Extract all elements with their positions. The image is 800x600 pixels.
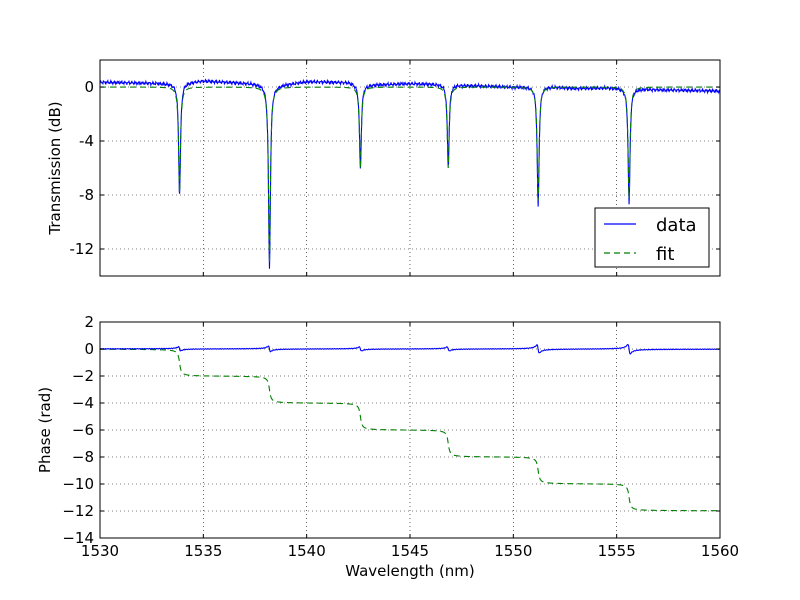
phase-y-tick-label-3: −4 bbox=[72, 394, 94, 412]
transmission-series-data bbox=[99, 78, 721, 269]
phase-y-tick-label-0: 2 bbox=[84, 313, 94, 331]
phase-x-tick-label-1560: 1560 bbox=[701, 542, 739, 560]
legend: data fit bbox=[594, 207, 710, 268]
phase-y-tick-label-1: 0 bbox=[84, 340, 94, 358]
phase-x-tick-label-1555: 1555 bbox=[598, 542, 636, 560]
phase-panel: 1530 1535 1540 1545 1550 1555 1560 2 0 −2 −4 −6 −8 −1… bbox=[36, 313, 739, 580]
legend-label-data: data bbox=[656, 215, 697, 236]
transmission-y-axis-label: Transmission (dB) bbox=[46, 101, 64, 235]
x-axis-label: Wavelength (nm) bbox=[345, 562, 475, 580]
phase-y-tick-label-5: −8 bbox=[72, 448, 94, 466]
transmission-series bbox=[99, 78, 721, 269]
phase-y-tick-label-6: −10 bbox=[62, 475, 94, 493]
legend-label-fit: fit bbox=[656, 244, 674, 265]
phase-series bbox=[99, 344, 721, 512]
transmission-y-tick-label-0: 0 bbox=[84, 78, 94, 96]
transmission-panel: 0 -4 -8 -12 Transmission (dB) data fit bbox=[46, 59, 721, 277]
phase-series-data bbox=[99, 344, 721, 355]
transmission-y-tick-label-2: -8 bbox=[79, 186, 94, 204]
transmission-y-tick-label-1: -4 bbox=[79, 132, 94, 150]
phase-y-tick-label-2: −2 bbox=[72, 367, 94, 385]
transmission-series-fit bbox=[100, 86, 720, 263]
phase-x-tick-label-1540: 1540 bbox=[288, 542, 326, 560]
phase-y-tick-label-8: −14 bbox=[62, 529, 94, 547]
phase-x-tick-label-1550: 1550 bbox=[494, 542, 532, 560]
phase-x-tick-label-1535: 1535 bbox=[184, 542, 222, 560]
phase-x-tick-label-1530: 1530 bbox=[81, 542, 119, 560]
phase-y-axis-label: Phase (rad) bbox=[36, 387, 54, 473]
phase-y-tick-label-7: −12 bbox=[62, 502, 94, 520]
phase-x-tick-label-1545: 1545 bbox=[391, 542, 429, 560]
phase-y-tick-label-4: −6 bbox=[72, 421, 94, 439]
transmission-y-tick-label-3: -12 bbox=[70, 240, 95, 258]
phase-ticks: 1530 1535 1540 1545 1550 1555 1560 2 0 −2 −4 −6 −8 −1… bbox=[62, 313, 739, 560]
legend-box bbox=[594, 207, 710, 268]
transmission-ticks: 0 -4 -8 -12 bbox=[70, 60, 721, 276]
